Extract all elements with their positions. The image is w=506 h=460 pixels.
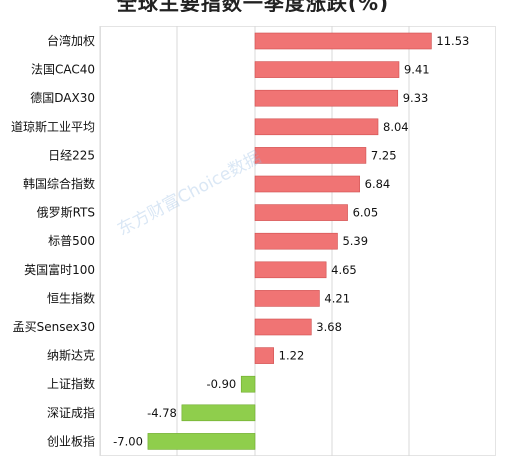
data-label-14: -7.00: [113, 434, 143, 448]
bar-0: [254, 32, 432, 50]
bars: [147, 32, 432, 450]
category-label-2: 德国DAX30: [30, 90, 95, 105]
data-label-5: 6.84: [365, 177, 391, 191]
category-label-6: 俄罗斯RTS: [37, 206, 95, 220]
category-label-8: 英国富时100: [24, 262, 95, 277]
data-label-3: 8.04: [383, 120, 409, 134]
bar-1: [254, 61, 400, 78]
data-label-1: 9.41: [404, 63, 430, 77]
category-label-5: 韩国综合指数: [23, 176, 95, 191]
bar-6: [254, 204, 348, 221]
category-label-14: 创业板指: [47, 433, 95, 448]
bar-11: [254, 347, 274, 364]
chart-title: 全球主要指数一季度涨跌(%): [116, 0, 390, 12]
chart-title-strip: 全球主要指数一季度涨跌(%): [0, 0, 506, 12]
bar-7: [254, 232, 338, 250]
bar-4: [254, 147, 367, 164]
category-label-0: 台湾加权: [47, 33, 95, 48]
bar-10: [254, 318, 312, 336]
data-label-9: 4.21: [324, 291, 350, 305]
category-label-11: 纳斯达克: [47, 349, 95, 363]
data-label-4: 7.25: [371, 148, 397, 162]
category-label-4: 日经225: [48, 148, 95, 162]
category-label-12: 上证指数: [47, 376, 95, 391]
category-label-3: 道琼斯工业平均: [11, 119, 95, 134]
category-label-13: 深证成指: [47, 405, 95, 420]
category-label-7: 标普500: [48, 234, 95, 248]
data-label-12: -0.90: [206, 377, 236, 391]
bar-12: [240, 375, 256, 393]
bar-9: [254, 290, 320, 307]
data-label-6: 6.05: [353, 206, 379, 220]
bar-3: [254, 118, 379, 136]
data-label-2: 9.33: [403, 91, 429, 105]
bar-8: [254, 261, 327, 279]
data-label-13: -4.78: [147, 406, 177, 420]
data-label-7: 5.39: [342, 234, 368, 248]
data-labels: 11.53 9.41 9.33 8.04 7.25 6.84 6.05 5.39 4.65 4.2…: [113, 34, 469, 448]
category-label-10: 孟买Sensex30: [13, 320, 95, 334]
bar-2: [254, 89, 399, 107]
data-label-0: 11.53: [436, 34, 469, 48]
category-label-9: 恒生指数: [47, 290, 95, 305]
bar-5: [254, 175, 360, 193]
bar-13: [181, 404, 256, 422]
category-label-1: 法国CAC40: [31, 63, 95, 77]
data-label-11: 1.22: [279, 349, 305, 363]
data-label-10: 3.68: [316, 320, 342, 334]
bar-14: [147, 433, 256, 450]
data-label-8: 4.65: [331, 263, 357, 277]
